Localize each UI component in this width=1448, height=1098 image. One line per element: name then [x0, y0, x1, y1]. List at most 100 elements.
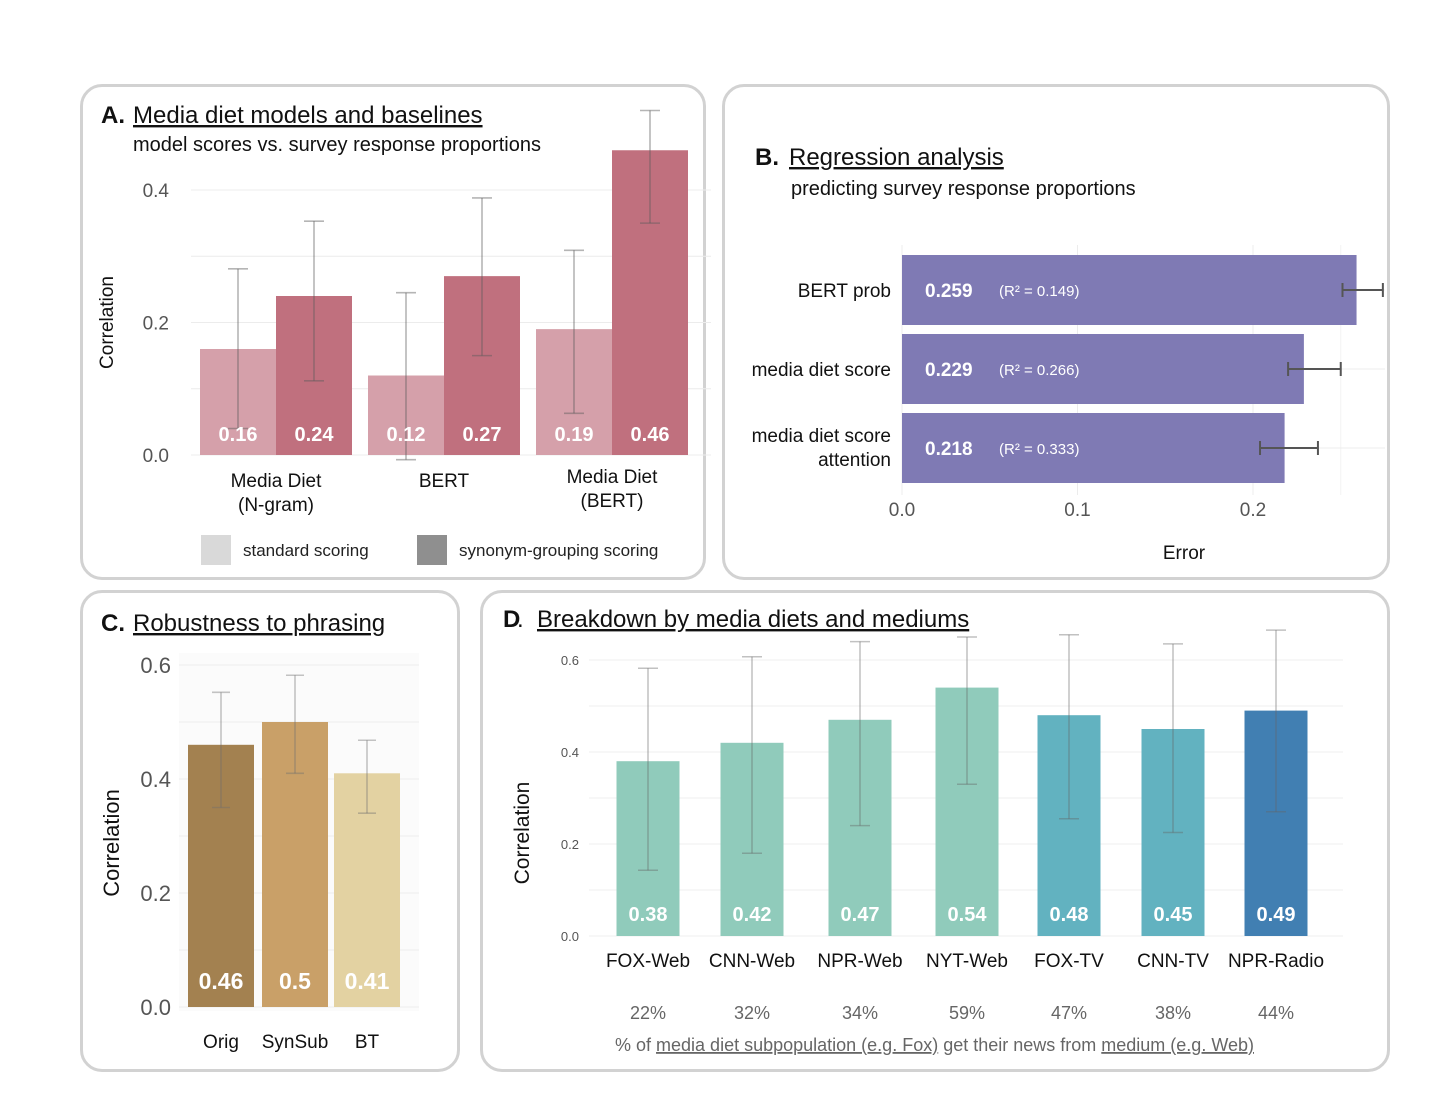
y-tick-label: 0.2: [561, 837, 579, 852]
error-bar: [742, 656, 762, 854]
footnote-part-2: get their news from: [938, 1035, 1101, 1055]
error-bar: [1259, 441, 1319, 455]
x-tick-label: Media Diet (N-gram): [231, 471, 323, 516]
bar: [616, 761, 680, 936]
bar: [1244, 710, 1308, 936]
bar-synonym: [444, 276, 520, 455]
medium-percent-label: 32%: [734, 1003, 770, 1023]
bar-value-label: 0.19: [555, 424, 594, 446]
y-tick-label: 0.0: [561, 929, 579, 944]
error-bar: [304, 220, 324, 382]
bar-value-label: 0.38: [629, 904, 668, 926]
panel-d: D . Breakdown by media diets and mediums…: [480, 590, 1390, 1072]
panel-d-letter-dot: .: [517, 606, 524, 633]
x-tick-label: 0.2: [1240, 500, 1266, 521]
x-tick-label: 0.1: [1064, 500, 1090, 521]
y-tick-label: 0.6: [561, 653, 579, 668]
legend-swatch-standard: [201, 535, 231, 565]
x-tick-label: NYT-Web: [926, 951, 1008, 972]
error-bar: [1163, 643, 1183, 834]
y-category-label: media diet score attention: [752, 426, 891, 471]
error-bar: [1059, 633, 1079, 820]
footnote-part-1: % of: [615, 1035, 656, 1055]
bar: [262, 722, 328, 1007]
y-category-label: media diet score: [752, 360, 891, 381]
bar-value-label: 0.45: [1154, 904, 1193, 926]
panel-a-subtitle: model scores vs. survey response proport…: [133, 134, 541, 156]
chart-d: D . Breakdown by media diets and mediums…: [503, 606, 1343, 1055]
bar-synonym: [276, 296, 352, 455]
r-squared-label: (R² = 0.149): [999, 283, 1079, 300]
bar-value-label: 0.24: [295, 424, 335, 446]
bar-value-label: 0.42: [733, 904, 772, 926]
bar-value-label: 0.12: [387, 424, 426, 446]
bar-value-label: 0.41: [345, 968, 390, 994]
error-bar: [638, 667, 658, 871]
legend-label-synonym: synonym-grouping scoring: [459, 541, 658, 560]
panel-a-letter: A.: [101, 102, 125, 129]
x-tick-label: BERT: [419, 471, 470, 492]
r-squared-label: (R² = 0.266): [999, 362, 1079, 379]
error-bar: [1287, 362, 1342, 376]
medium-percent-label: 59%: [949, 1003, 985, 1023]
bar: [334, 773, 400, 1007]
x-tick-label: SynSub: [262, 1032, 329, 1053]
x-tick-label: Orig: [203, 1032, 239, 1053]
legend-swatch-synonym: [417, 535, 447, 565]
footnote-link-subpopulation: media diet subpopulation (e.g. Fox): [656, 1035, 938, 1055]
error-bar: [472, 197, 492, 357]
y-tick-label: 0.0: [143, 446, 169, 467]
error-bar: [358, 739, 376, 814]
y-category-label: BERT prob: [798, 281, 891, 302]
x-tick-label: FOX-TV: [1034, 951, 1104, 972]
x-tick-label: 0.0: [889, 500, 915, 521]
legend-label-standard: standard scoring: [243, 541, 369, 560]
medium-percent-label: 44%: [1258, 1003, 1294, 1023]
panel-d-footnote: % of media diet subpopulation (e.g. Fox)…: [615, 1035, 1254, 1055]
medium-percent-label: 38%: [1155, 1003, 1191, 1023]
chart-b: B. Regression analysis predicting survey…: [752, 144, 1385, 564]
bar: [188, 744, 254, 1007]
error-bar: [212, 691, 230, 809]
panel-c-title: Robustness to phrasing: [133, 610, 385, 637]
error-bar: [286, 674, 304, 775]
bar: [935, 687, 999, 936]
error-bar: [564, 249, 584, 415]
panel-b-letter: B.: [755, 144, 779, 171]
y-axis-label: Correlation: [99, 789, 124, 897]
y-tick-label: 0.4: [143, 181, 170, 202]
x-tick-label: CNN-Web: [709, 951, 795, 972]
panel-c: C. Robustness to phrasing 0.0 0.2 0.4 0.6 Co…: [80, 590, 460, 1072]
bar-value-label: 0.54: [948, 904, 988, 926]
bar-value-label: 0.46: [631, 424, 670, 446]
panel-b-subtitle: predicting survey response proportions: [791, 178, 1136, 200]
chart-c: C. Robustness to phrasing 0.0 0.2 0.4 0.6 Co…: [99, 610, 419, 1053]
bar-value-label: 0.229: [925, 360, 973, 381]
bar: [902, 413, 1285, 483]
y-axis-label: Correlation: [511, 782, 534, 885]
bar-standard: [368, 375, 444, 455]
bar: [1037, 715, 1101, 936]
bar-value-label: 0.49: [1257, 904, 1296, 926]
bar: [828, 719, 892, 936]
r-squared-label: (R² = 0.333): [999, 441, 1079, 458]
bar-value-label: 0.47: [841, 904, 880, 926]
error-bar: [1266, 629, 1286, 813]
error-bar: [228, 268, 248, 430]
y-tick-label: 0.4: [140, 767, 171, 792]
y-tick-label: 0.2: [143, 314, 169, 335]
panel-b-title: Regression analysis: [789, 144, 1004, 171]
y-axis-label: Correlation: [97, 276, 118, 369]
x-tick-label: NPR-Web: [817, 951, 902, 972]
error-bar: [850, 640, 870, 827]
bar-synonym: [612, 150, 688, 455]
bar-standard: [200, 349, 276, 455]
bar-value-label: 0.5: [279, 968, 311, 994]
error-bar: [1341, 283, 1384, 297]
bar: [902, 334, 1304, 404]
error-bar: [396, 291, 416, 461]
bar-value-label: 0.218: [925, 439, 973, 460]
bar: [1141, 729, 1205, 936]
x-tick-label: Media Diet (BERT): [567, 467, 659, 512]
medium-percent-label: 34%: [842, 1003, 878, 1023]
